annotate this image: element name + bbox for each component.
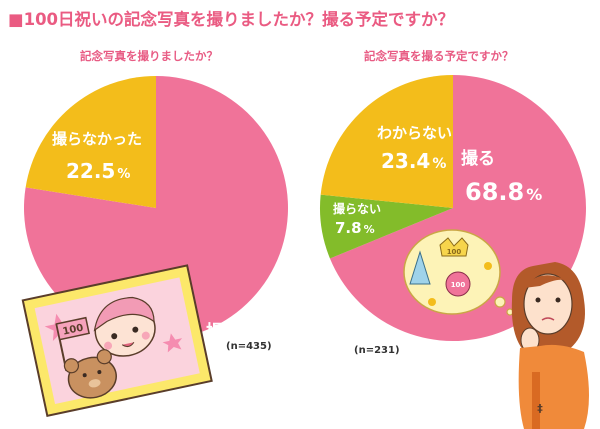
pie-label-0-0: 撮った (206, 321, 260, 343)
thinking-woman-illustration: 100 100 ‡ (403, 229, 589, 429)
baby-photo-illustration: 100 (21, 264, 213, 418)
page-title: ■100日祝いの記念写真を撮りましたか？撮る予定ですか？ (8, 10, 455, 29)
pie-slice-1-2 (320, 75, 453, 208)
pie-slice-0-0 (23, 76, 288, 340)
pie-slice-0-1 (25, 76, 157, 208)
pie-value-1-1: 7.8% (335, 219, 375, 237)
pie-label-1-1: 撮らない (333, 201, 381, 216)
svg-text:100: 100 (447, 248, 462, 256)
pie-value-1-2: 23.4% (381, 149, 446, 173)
left-pie-title: 記念写真を撮りましたか？ (80, 49, 218, 63)
pie-label-0-1: 撮らなかった (52, 130, 142, 148)
pie-value-0-1: 22.5% (66, 159, 130, 183)
pie-value-1-0: 68.8% (465, 178, 542, 206)
pie-label-1-0: 撮る (461, 148, 495, 169)
pie-value-0-0: 77.5% (222, 349, 305, 379)
svg-text:100: 100 (62, 323, 85, 338)
left-sample-size: (n=435) (226, 341, 272, 352)
svg-text:‡: ‡ (537, 402, 543, 415)
right-pie-title: 記念写真を撮る予定ですか？ (364, 49, 514, 63)
pie-label-1-2: わからない (377, 124, 452, 142)
left-pie-chart: 撮った 77.5 % 撮らなかった 22.5% (23, 76, 305, 379)
pie-slice-1-1 (320, 194, 453, 259)
svg-text:100: 100 (451, 281, 466, 289)
right-sample-size: (n=231) (354, 345, 400, 356)
